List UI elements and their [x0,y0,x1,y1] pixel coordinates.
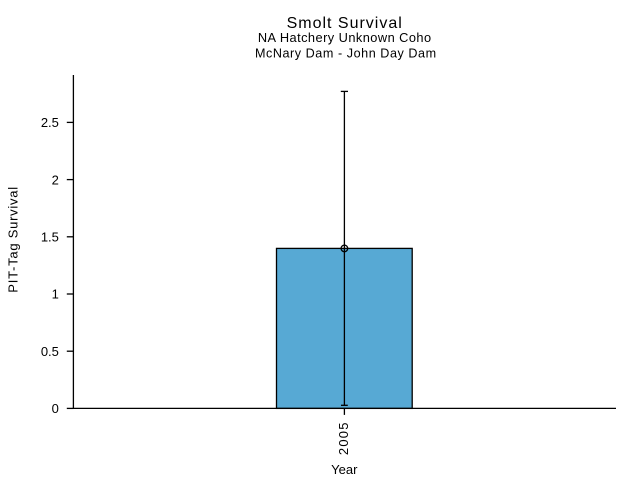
svg-text:2005: 2005 [336,421,351,455]
svg-text:Smolt Survival: Smolt Survival [287,15,403,32]
svg-text:0.5: 0.5 [41,344,59,359]
svg-text:NA Hatchery Unknown Coho: NA Hatchery Unknown Coho [258,30,432,45]
svg-text:1.5: 1.5 [41,229,59,244]
svg-text:2.5: 2.5 [41,115,59,130]
svg-text:2: 2 [52,172,59,187]
svg-text:McNary Dam - John Day Dam: McNary Dam - John Day Dam [255,46,437,60]
svg-text:PIT-Tag Survival: PIT-Tag Survival [5,186,20,293]
svg-text:0: 0 [52,401,59,416]
svg-text:1: 1 [52,287,59,302]
svg-text:Year: Year [331,462,358,477]
